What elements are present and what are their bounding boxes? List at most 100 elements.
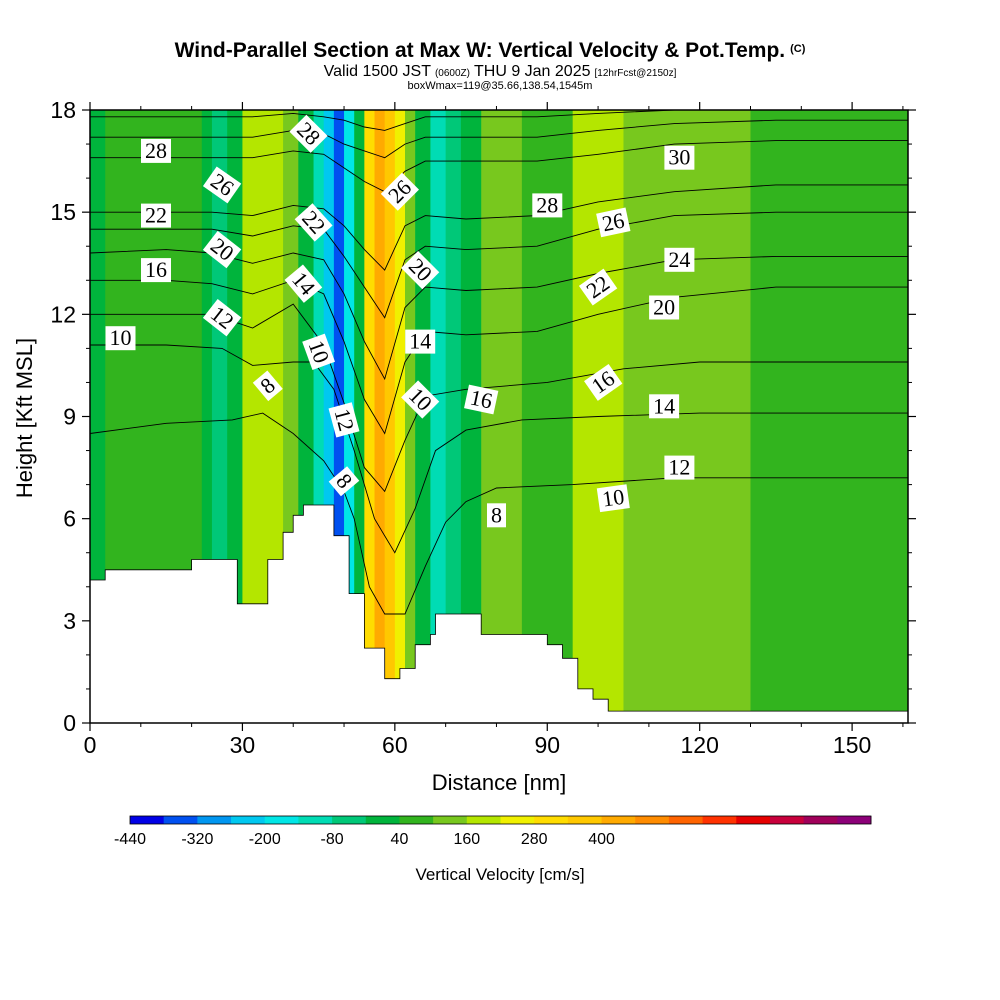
theta-contour-10 [90,344,908,554]
velocity-band-2 [201,110,213,723]
colorbar-swatch-2 [197,816,232,824]
chart-title: Wind-Parallel Section at Max W: Vertical… [175,39,806,62]
colorbar-swatch-20 [803,816,838,824]
colorbar: -440 -320 -200 -80 40 160 280 400 [114,815,872,848]
contour-label-box [532,193,563,218]
contour-label-box [328,466,360,497]
velocity-band-20 [430,110,447,723]
y-tick-label: 0 [63,710,76,736]
velocity-band-29 [750,110,828,723]
contour-label-box [252,370,283,402]
colorbar-swatch-21 [837,816,872,824]
terrain-profile [89,504,909,724]
contour-label-box [664,145,695,170]
theta-contour-14 [90,279,908,435]
contour-label-text: 10 [110,325,132,350]
colorbar-swatch-0 [130,816,165,824]
velocity-band-13 [354,110,365,723]
colorbar-swatch-15 [635,816,670,824]
contour-label-text: 28 [145,138,167,163]
colorbar-tick-label: 160 [453,831,480,848]
theta-contour-22 [90,184,908,271]
velocity-band-5 [242,110,264,723]
colorbar-tick-label: -200 [249,831,281,848]
colorbar-tick-label: 40 [391,831,409,848]
colorbar-swatch-6 [332,816,367,824]
velocity-band-16 [384,110,396,723]
contour-label-26: 24 [664,247,695,272]
y-axis-label: Height [Kft MSL] [12,338,37,498]
box-info: boxWmax=119@35.66,138.54,1545m [408,80,593,92]
contour-label-box [578,268,618,306]
x-tick-label: 60 [382,732,408,758]
colorbar-swatch-11 [500,816,535,824]
velocity-band-18 [405,110,416,723]
colorbar-swatch-3 [231,816,266,824]
colorbar-swatch-12 [534,816,569,824]
colorbar-frame [129,815,872,825]
contour-label-box [328,402,360,438]
contour-label-box [584,363,623,401]
contour-label-box [649,295,680,320]
colorbar-tick-label: 280 [521,831,548,848]
contour-label-box [401,380,440,419]
x-tick-label: 0 [84,732,97,758]
contour-label-text: 16 [145,257,167,282]
contour-label-box [596,484,630,513]
y-tick-label: 6 [63,506,76,532]
contour-label-box [487,503,506,528]
contour-label-text: 8 [491,502,502,527]
contour-label-box [401,251,440,290]
colorbar-swatch-18 [736,816,771,824]
colorbar-tick-label: -80 [321,831,344,848]
velocity-band-15 [374,110,386,723]
contour-label-text: 28 [536,192,558,217]
colorbar-swatch-5 [298,816,333,824]
colorbar-tick-label: -440 [114,831,146,848]
theta-contour-8 [90,412,908,615]
contour-label-box [294,203,333,242]
colorbar-swatch-19 [769,816,805,824]
theta-contour-30 [90,110,908,131]
contour-label-box [289,114,328,153]
copyright-mark: (C) [790,43,806,55]
y-tick-label: 3 [63,608,76,634]
colorbar-swatch-7 [365,816,400,824]
contour-label-text: 26 [600,207,627,236]
colorbar-swatch-13 [567,816,602,824]
contour-label-box [464,384,499,415]
velocity-band-21 [445,110,462,723]
contour-label-19: 8 [487,502,506,528]
contour-label-box [202,299,242,337]
velocity-band-0 [90,110,106,723]
y-tick-label: 18 [50,97,76,123]
y-tick-label: 12 [50,301,76,327]
axes: 0 30 60 90 120 150 0 3 6 9 12 15 18 [50,97,916,758]
contour-label-16: 14 [405,329,436,354]
contour-label-6: 10 [105,325,136,351]
velocity-band-22 [460,110,482,723]
contour-label-text: 12 [668,455,690,480]
x-tick-label: 150 [833,732,871,758]
velocity-band-14 [364,110,376,723]
contour-label-box [202,166,242,204]
contour-label-box [380,172,419,211]
colorbar-tick-label: 400 [588,831,615,848]
contour-label-text: 14 [409,329,431,354]
contour-label-18: 16 [464,384,499,415]
colorbar-swatch-8 [399,816,434,824]
theta-contour-16 [90,249,908,381]
contour-label-box [596,207,631,238]
velocity-band-23 [481,110,523,723]
contour-label-box [141,138,171,163]
contour-label-29: 12 [664,455,695,480]
x-tick-label: 30 [230,732,256,758]
contour-label-0: 28 [141,138,171,163]
contour-label-text: 14 [653,393,675,418]
colorbar-tick-label: -320 [181,831,213,848]
velocity-band-28 [674,110,752,723]
y-tick-label: 15 [50,199,76,225]
velocity-band-9 [313,110,325,723]
x-tick-label: 120 [681,732,719,758]
